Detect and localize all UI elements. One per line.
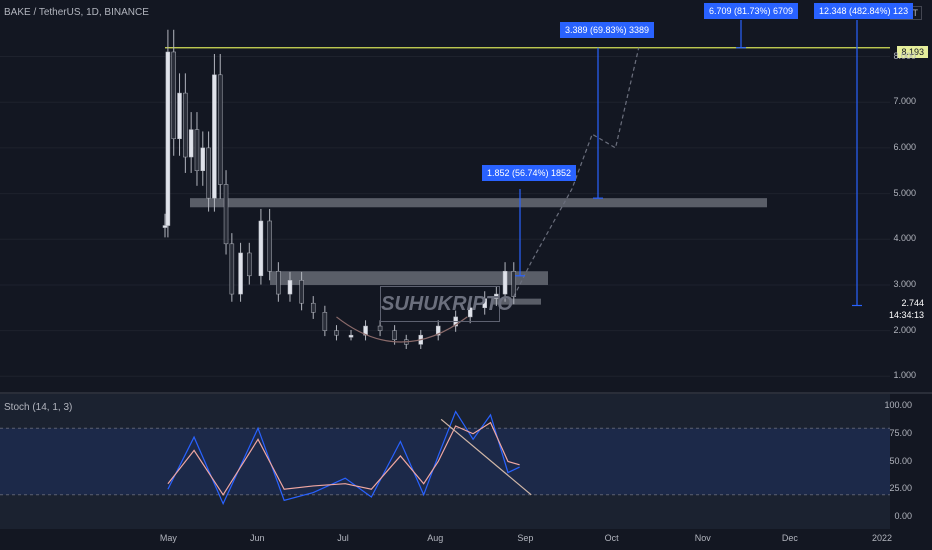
stoch-tick-label: 0.00 bbox=[894, 511, 912, 521]
candle-body bbox=[299, 280, 304, 304]
measure-lines bbox=[515, 20, 862, 307]
candle-body bbox=[467, 307, 473, 318]
stoch-d-line bbox=[167, 421, 520, 496]
time-tick-label: Sep bbox=[517, 533, 534, 543]
candle-body bbox=[229, 243, 235, 295]
callout-target-3[interactable]: 6.709 (81.73%) 6709 bbox=[704, 3, 799, 19]
candle-body bbox=[287, 280, 293, 295]
stoch-tick-label: 50.00 bbox=[889, 455, 912, 466]
symbol-title: BAKE / TetherUS, 1D, BINANCE bbox=[4, 7, 149, 18]
candle-body bbox=[392, 330, 397, 341]
stoch-tick-label: 100.00 bbox=[884, 400, 912, 410]
projection-line bbox=[513, 47, 640, 297]
time-tick-label: Jul bbox=[337, 533, 349, 543]
candle-body bbox=[435, 325, 441, 336]
candle-body bbox=[238, 252, 243, 295]
rounding-bottom-arc bbox=[336, 316, 468, 343]
price-zone bbox=[270, 271, 548, 285]
support-resistance-zones bbox=[165, 47, 890, 305]
time-tick-label: Aug bbox=[427, 533, 444, 543]
stoch-indicator-label[interactable]: Stoch (14, 1, 3) bbox=[4, 402, 73, 413]
candle-body bbox=[165, 51, 171, 226]
candle-body bbox=[482, 298, 487, 309]
candle-body bbox=[206, 147, 211, 199]
watermark: SUHUKRIPTO bbox=[380, 286, 513, 322]
stoch-tick-label: 25.00 bbox=[889, 483, 912, 494]
candle-body bbox=[223, 184, 229, 245]
time-tick-label: May bbox=[159, 533, 177, 543]
time-tick-label: Oct bbox=[604, 533, 619, 543]
price-zone bbox=[493, 298, 541, 305]
callout-target-4[interactable]: 12.348 (482.84%) 123 bbox=[814, 3, 914, 19]
price-tick-label: 8.000 bbox=[893, 50, 916, 61]
candle-body bbox=[494, 293, 499, 299]
price-zone bbox=[190, 198, 767, 208]
candle-body bbox=[183, 92, 188, 158]
candle-body bbox=[200, 147, 206, 171]
candle-body bbox=[310, 302, 316, 313]
candle-body bbox=[177, 92, 182, 140]
candle-body bbox=[276, 270, 281, 295]
candle-body bbox=[217, 74, 223, 185]
resistance-price-tag: 8.193 bbox=[897, 46, 928, 58]
price-tick-label: 1.000 bbox=[893, 370, 916, 381]
time-tick-label: Jun bbox=[250, 533, 265, 543]
candle-body bbox=[363, 325, 368, 336]
stoch-background bbox=[0, 393, 890, 529]
stoch-trendline bbox=[440, 418, 532, 496]
candle-body bbox=[502, 270, 508, 295]
time-tick-label: Nov bbox=[694, 533, 711, 543]
callout-target-2[interactable]: 3.389 (69.83%) 3389 bbox=[560, 22, 655, 38]
callout-target-1[interactable]: 1.852 (56.74%) 1852 bbox=[482, 165, 577, 181]
candle-body bbox=[348, 334, 354, 338]
candle-body bbox=[162, 225, 168, 228]
price-candles bbox=[162, 29, 517, 349]
candle-body bbox=[322, 312, 328, 331]
candle-body bbox=[267, 220, 272, 272]
stoch-tick-label: 75.00 bbox=[889, 427, 912, 438]
candle-body bbox=[194, 129, 200, 171]
price-tick-label: 3.000 bbox=[893, 278, 916, 289]
candle-body bbox=[212, 74, 217, 199]
candle-body bbox=[247, 252, 252, 277]
last-price-tag: 2.744 bbox=[897, 297, 928, 309]
candle-body bbox=[188, 129, 194, 158]
price-tick-label: 2.000 bbox=[893, 324, 916, 335]
candle-body bbox=[334, 330, 339, 336]
projection-path bbox=[513, 47, 640, 297]
time-tick-label: 2022 bbox=[872, 533, 893, 543]
candle-body bbox=[377, 325, 383, 331]
price-tick-label: 6.000 bbox=[893, 141, 916, 152]
price-tick-label: 4.000 bbox=[893, 233, 916, 244]
candle-body bbox=[171, 51, 176, 140]
candle-body bbox=[258, 220, 264, 277]
price-tick-label: 7.000 bbox=[893, 96, 916, 107]
countdown-tag: 14:34:13 bbox=[884, 309, 928, 321]
stoch-panel bbox=[0, 392, 932, 529]
time-tick-label: Dec bbox=[781, 533, 798, 543]
price-tick-label: 5.000 bbox=[893, 187, 916, 198]
